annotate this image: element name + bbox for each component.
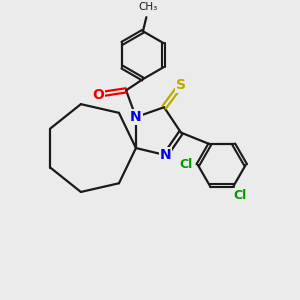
Text: O: O [92,88,104,102]
Text: Cl: Cl [233,189,246,203]
Text: S: S [176,78,186,92]
Text: N: N [160,148,171,162]
Text: CH₃: CH₃ [138,2,158,12]
Text: N: N [130,110,142,124]
Text: Cl: Cl [179,158,193,171]
